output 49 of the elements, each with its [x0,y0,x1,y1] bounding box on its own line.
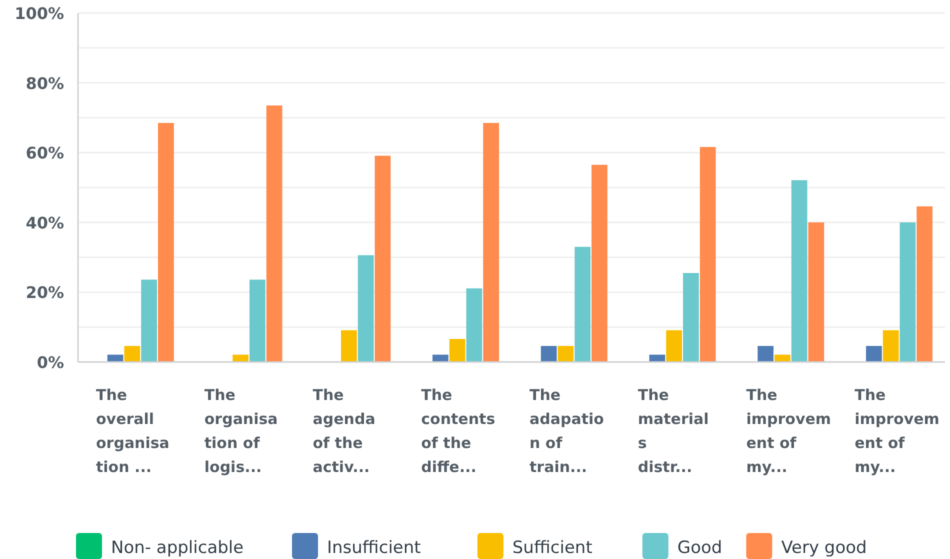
bar [540,346,557,362]
x-tick-label: The adapation of train... [530,386,604,476]
bar [774,354,790,362]
y-tick-label: 80% [26,74,64,93]
x-tick-label: The improvement of my... [746,386,832,476]
y-tick-label: 60% [26,144,64,163]
bar [558,346,574,362]
bar [882,330,899,362]
bar [124,346,140,362]
bar [432,354,448,362]
bar [250,280,266,362]
x-tick-label: The materials distr... [638,386,709,476]
bar [916,206,932,362]
y-tick-label: 0% [36,353,64,372]
bar [791,180,808,362]
bar [341,330,357,362]
x-tick-label: The overall organisation ... [96,386,170,476]
bar [466,288,482,362]
bar [449,338,466,362]
bar [808,222,824,362]
bar [483,122,499,362]
bar [758,346,774,362]
legend-label: Non- applicable [111,538,244,558]
bar [266,105,282,362]
x-tick-label: The contents of the diffe... [421,386,496,476]
bar [158,122,174,362]
x-tick-label: The agenda of the activ... [312,386,376,476]
bar [358,255,374,362]
legend-label: Insufficient [327,538,422,558]
bar [232,354,248,362]
bar [900,222,916,362]
legend-label: Sufficient [512,538,593,558]
legend-label: Good [677,538,722,558]
y-tick-label: 40% [26,213,64,232]
bar [866,346,882,362]
x-tick-label: The improvement of my... [854,386,940,476]
bar [683,273,699,362]
bar [107,354,124,362]
bar [666,330,682,362]
y-tick-label: 100% [14,4,64,23]
bar [374,156,391,362]
bar [700,147,716,362]
y-tick-label: 20% [26,283,64,302]
legend-label: Very good [781,538,867,558]
bar [141,280,157,362]
bar [574,246,590,362]
bar [649,354,666,362]
x-tick-label: The organisation of logis... [204,386,278,476]
bar [592,164,608,362]
